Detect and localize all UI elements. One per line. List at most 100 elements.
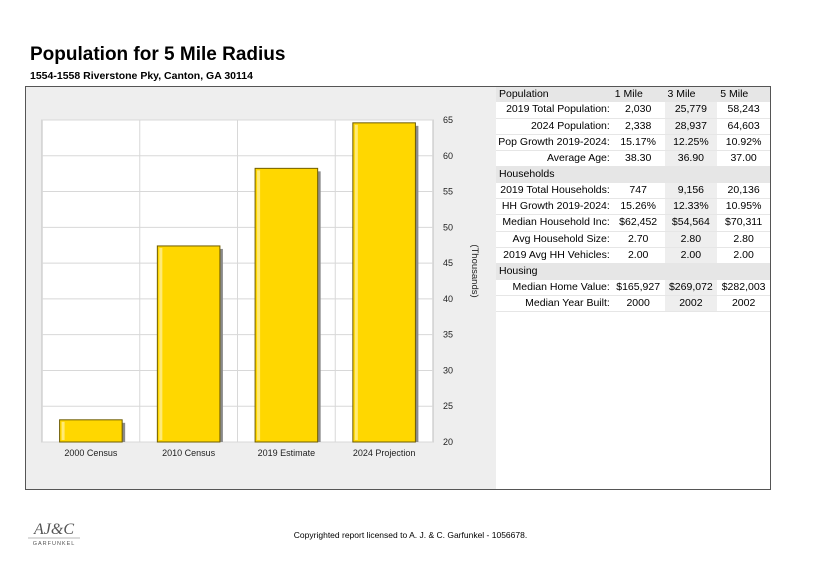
column-header: 3 Mile [664,87,718,103]
address-subtitle: 1554-1558 Riverstone Pky, Canton, GA 301… [30,70,253,82]
copyright-footer: Copyrighted report licensed to A. J. & C… [293,530,528,540]
row-label: Average Age: [496,150,612,168]
x-tick-label: 2000 Census [64,448,118,458]
garfunkel-logo: AJ&C GARFUNKEL [28,521,80,547]
section-title: Households [496,166,612,183]
table-row: Median Home Value: $165,927 $269,072 $282,0… [496,279,770,296]
cell-value: 2.80 [717,231,770,248]
row-label: Avg Household Size: [496,231,612,248]
y-tick-label: 45 [443,258,453,268]
y-tick-label: 35 [443,330,453,340]
row-label: 2019 Total Population: [496,102,612,119]
report-frame: 20 25 30 35 40 45 50 55 60 65 2000 Census 2010 Cens… [25,86,771,490]
section-filler [717,263,770,280]
cell-value: $62,452 [611,214,665,232]
cell-value: 2000 [611,295,665,313]
section-filler [611,263,665,280]
cell-value: 28,937 [664,118,718,135]
table-row: Median Household Inc: $62,452 $54,564 $70,3… [496,214,770,232]
cell-value: 2.80 [664,231,718,248]
cell-value: 10.95% [717,198,770,216]
logo-wordmark: GARFUNKEL [33,541,76,547]
row-label: 2019 Total Households: [496,182,612,200]
demographics-table-panel: Population 1 Mile 3 Mile 5 Mile 2019 Total P… [496,87,770,489]
cell-value: $70,311 [717,214,770,232]
row-label: Median Year Built: [496,295,612,313]
population-bar-chart: 20 25 30 35 40 45 50 55 60 65 2000 Census 2010 Cens… [41,115,480,458]
section-filler [611,166,665,183]
cell-value: 2.70 [611,231,665,248]
cell-value: 2.00 [611,247,665,265]
cell-value: $282,003 [717,279,770,296]
section-filler [664,166,718,183]
cell-value: $165,927 [611,279,665,296]
section-filler [664,263,718,280]
column-header: 5 Mile [717,87,770,103]
row-label: 2019 Avg HH Vehicles: [496,247,612,265]
y-tick-label: 30 [443,365,453,375]
cell-value: 38.30 [611,150,665,168]
cell-value: 64,603 [717,118,770,135]
cell-value: 2,030 [611,102,665,119]
section-title: Housing [496,263,612,280]
cell-value: $54,564 [664,214,718,232]
page-title: Population for 5 Mile Radius [30,44,286,65]
y-tick-label: 50 [443,222,453,232]
cell-value: 2.00 [664,247,718,265]
table-row: Median Year Built: 2000 2002 2002 [496,295,770,313]
section-header-housing: Housing [496,263,770,280]
table-row: 2019 Total Population: 2,030 25,779 58,243 [496,102,770,119]
section-header-population: Population 1 Mile 3 Mile 5 Mile [496,87,770,103]
bar-highlight [257,170,261,440]
cell-value: 2002 [717,295,770,313]
cell-value: 2002 [664,295,718,313]
cell-value: $269,072 [664,279,718,296]
table-row: 2024 Population: 2,338 28,937 64,603 [496,118,770,135]
demographics-table: Population 1 Mile 3 Mile 5 Mile 2019 Total P… [496,87,770,313]
y-tick-label: 40 [443,294,453,304]
section-filler [717,166,770,183]
bar-2010-census [156,245,221,443]
cell-value: 10.92% [717,134,770,152]
bar-highlight [159,247,163,440]
cell-value: 15.17% [611,134,665,152]
cell-value: 12.33% [664,198,718,216]
bar-2000-census [59,419,123,443]
y-tick-label: 60 [443,151,453,161]
table-row: HH Growth 2019-2024: 15.26% 12.33% 10.95% [496,198,770,216]
row-label: Pop Growth 2019-2024: [496,134,612,152]
table-row: 2019 Avg HH Vehicles: 2.00 2.00 2.00 [496,247,770,265]
cell-value: 2.00 [717,247,770,265]
cell-value: 9,156 [664,182,718,200]
cell-value: 2,338 [611,118,665,135]
section-title: Population [496,87,612,103]
bar-2024-projection [352,122,416,443]
row-label: Median Home Value: [496,279,612,296]
cell-value: 36.90 [664,150,718,168]
table-row: Pop Growth 2019-2024: 15.17% 12.25% 10.92% [496,134,770,152]
x-tick-label: 2024 Projection [353,448,416,458]
cell-value: 12.25% [664,134,718,152]
column-header: 1 Mile [611,87,665,103]
y-tick-label: 25 [443,401,453,411]
bar-highlight [61,421,65,440]
chart-panel: 20 25 30 35 40 45 50 55 60 65 2000 Census 2010 Cens… [26,87,496,489]
bar-2019-estimate [254,167,319,443]
table-row: Average Age: 38.30 36.90 37.00 [496,150,770,168]
row-label: Median Household Inc: [496,214,612,232]
x-tick-label: 2010 Census [162,448,216,458]
row-label: 2024 Population: [496,118,612,135]
y-tick-label: 65 [443,115,453,125]
logo-monogram: AJ&C [33,521,74,538]
table-row: Avg Household Size: 2.70 2.80 2.80 [496,231,770,248]
table-row: 2019 Total Households: 747 9,156 20,136 [496,182,770,200]
cell-value: 15.26% [611,198,665,216]
cell-value: 747 [611,182,665,200]
cell-value: 20,136 [717,182,770,200]
cell-value: 37.00 [717,150,770,168]
cell-value: 25,779 [664,102,718,119]
cell-value: 58,243 [717,102,770,119]
y-tick-label: 20 [443,437,453,447]
row-label: HH Growth 2019-2024: [496,198,612,216]
bar-highlight [354,124,358,440]
